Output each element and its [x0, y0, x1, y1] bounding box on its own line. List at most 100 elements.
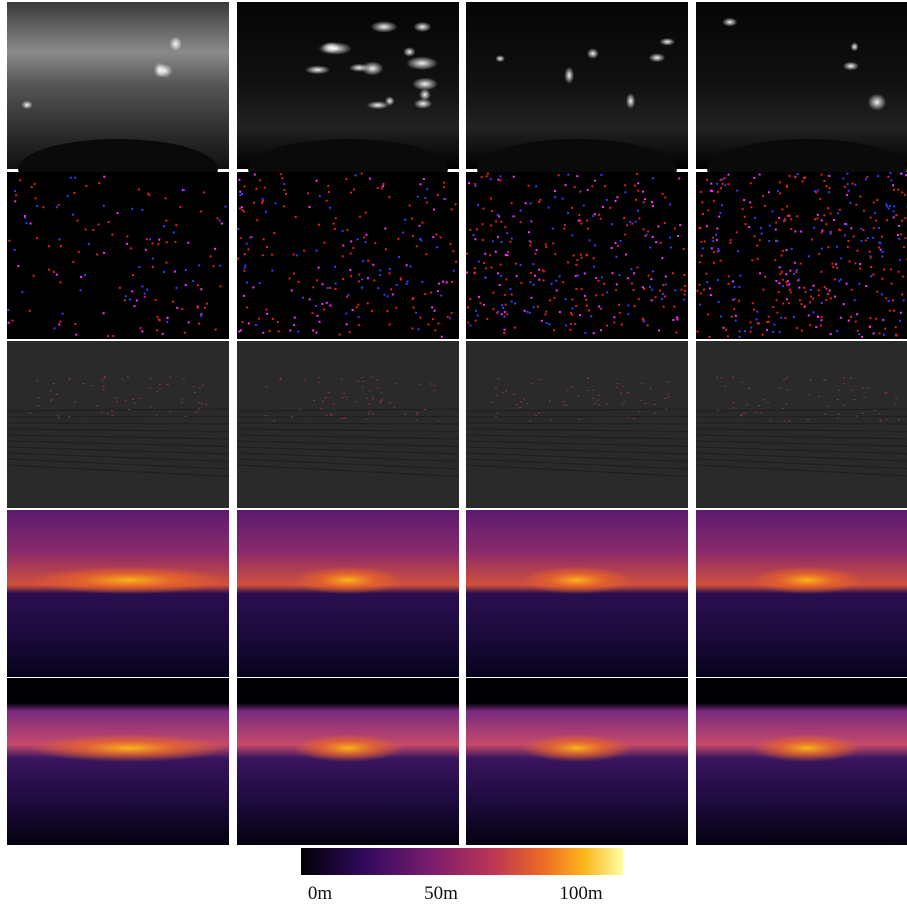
image-panel: [466, 510, 688, 677]
lidar-point: [843, 377, 845, 378]
event: [588, 309, 590, 311]
event: [78, 251, 80, 253]
event: [669, 203, 671, 205]
image-panel: [7, 510, 229, 677]
event: [14, 190, 16, 192]
event: [423, 178, 425, 180]
event: [242, 321, 244, 323]
event: [782, 285, 784, 287]
event: [638, 217, 640, 219]
lidar-point: [577, 395, 579, 396]
event: [200, 315, 202, 317]
lidar-point: [620, 393, 622, 394]
event: [631, 282, 633, 284]
lidar-point: [381, 399, 383, 400]
event: [350, 240, 352, 242]
lidar-point: [535, 415, 537, 416]
lidar-point: [58, 417, 60, 418]
event: [477, 315, 479, 317]
lidar-point: [437, 420, 439, 421]
lidar-point: [633, 418, 635, 419]
lidar-point: [740, 415, 742, 416]
event: [506, 313, 508, 315]
depth-far: [752, 566, 863, 594]
lidar-point: [36, 380, 38, 381]
event: [26, 222, 28, 224]
lidar-point: [418, 384, 420, 385]
event: [243, 295, 245, 297]
event: [216, 217, 218, 219]
event: [400, 277, 402, 279]
event: [859, 268, 861, 270]
event: [563, 228, 565, 230]
event: [258, 318, 260, 320]
event: [883, 334, 885, 336]
event: [818, 294, 820, 296]
event: [419, 225, 421, 227]
light: [406, 56, 438, 70]
lidar-point: [513, 393, 515, 394]
event: [346, 296, 348, 298]
event: [762, 289, 764, 291]
event: [727, 283, 729, 285]
lidar-point: [29, 413, 31, 414]
event: [98, 182, 100, 184]
event: [625, 254, 627, 256]
event: [782, 279, 784, 281]
event: [643, 201, 645, 203]
event: [834, 296, 836, 298]
event: [786, 298, 788, 300]
event: [371, 310, 373, 312]
event: [146, 289, 148, 291]
event: [200, 288, 202, 290]
depth-far: [293, 566, 404, 594]
event: [835, 263, 837, 265]
event: [356, 306, 358, 308]
event: [266, 246, 268, 248]
event: [575, 275, 577, 277]
lidar-point: [68, 379, 70, 380]
event: [859, 196, 861, 198]
event: [477, 204, 479, 206]
event: [865, 178, 867, 180]
event: [752, 302, 754, 304]
lidar-point: [365, 419, 367, 420]
event: [803, 287, 805, 289]
event: [875, 318, 877, 320]
event: [352, 247, 354, 249]
event: [417, 328, 419, 330]
light: [564, 67, 574, 84]
event: [140, 327, 142, 329]
event: [858, 333, 860, 335]
event: [836, 267, 838, 269]
event: [789, 175, 791, 177]
event: [634, 185, 636, 187]
event: [421, 281, 423, 283]
event: [728, 275, 730, 277]
event: [736, 190, 738, 192]
event: [850, 316, 852, 318]
event: [904, 217, 906, 219]
event: [490, 197, 492, 199]
event: [192, 280, 194, 282]
event: [481, 176, 483, 178]
event: [239, 191, 241, 193]
event: [571, 234, 573, 236]
lidar-point: [867, 388, 869, 389]
event: [899, 259, 901, 261]
event: [799, 299, 801, 301]
event: [729, 242, 731, 244]
event: [367, 277, 369, 279]
event: [649, 247, 651, 249]
event: [756, 245, 758, 247]
event: [147, 193, 149, 195]
lidar-point: [733, 402, 735, 403]
event: [246, 282, 248, 284]
event: [878, 227, 880, 229]
event: [544, 313, 546, 315]
event: [455, 203, 457, 205]
lidar-point: [128, 409, 130, 410]
event: [21, 291, 23, 293]
event: [662, 193, 664, 195]
event: [595, 294, 597, 296]
